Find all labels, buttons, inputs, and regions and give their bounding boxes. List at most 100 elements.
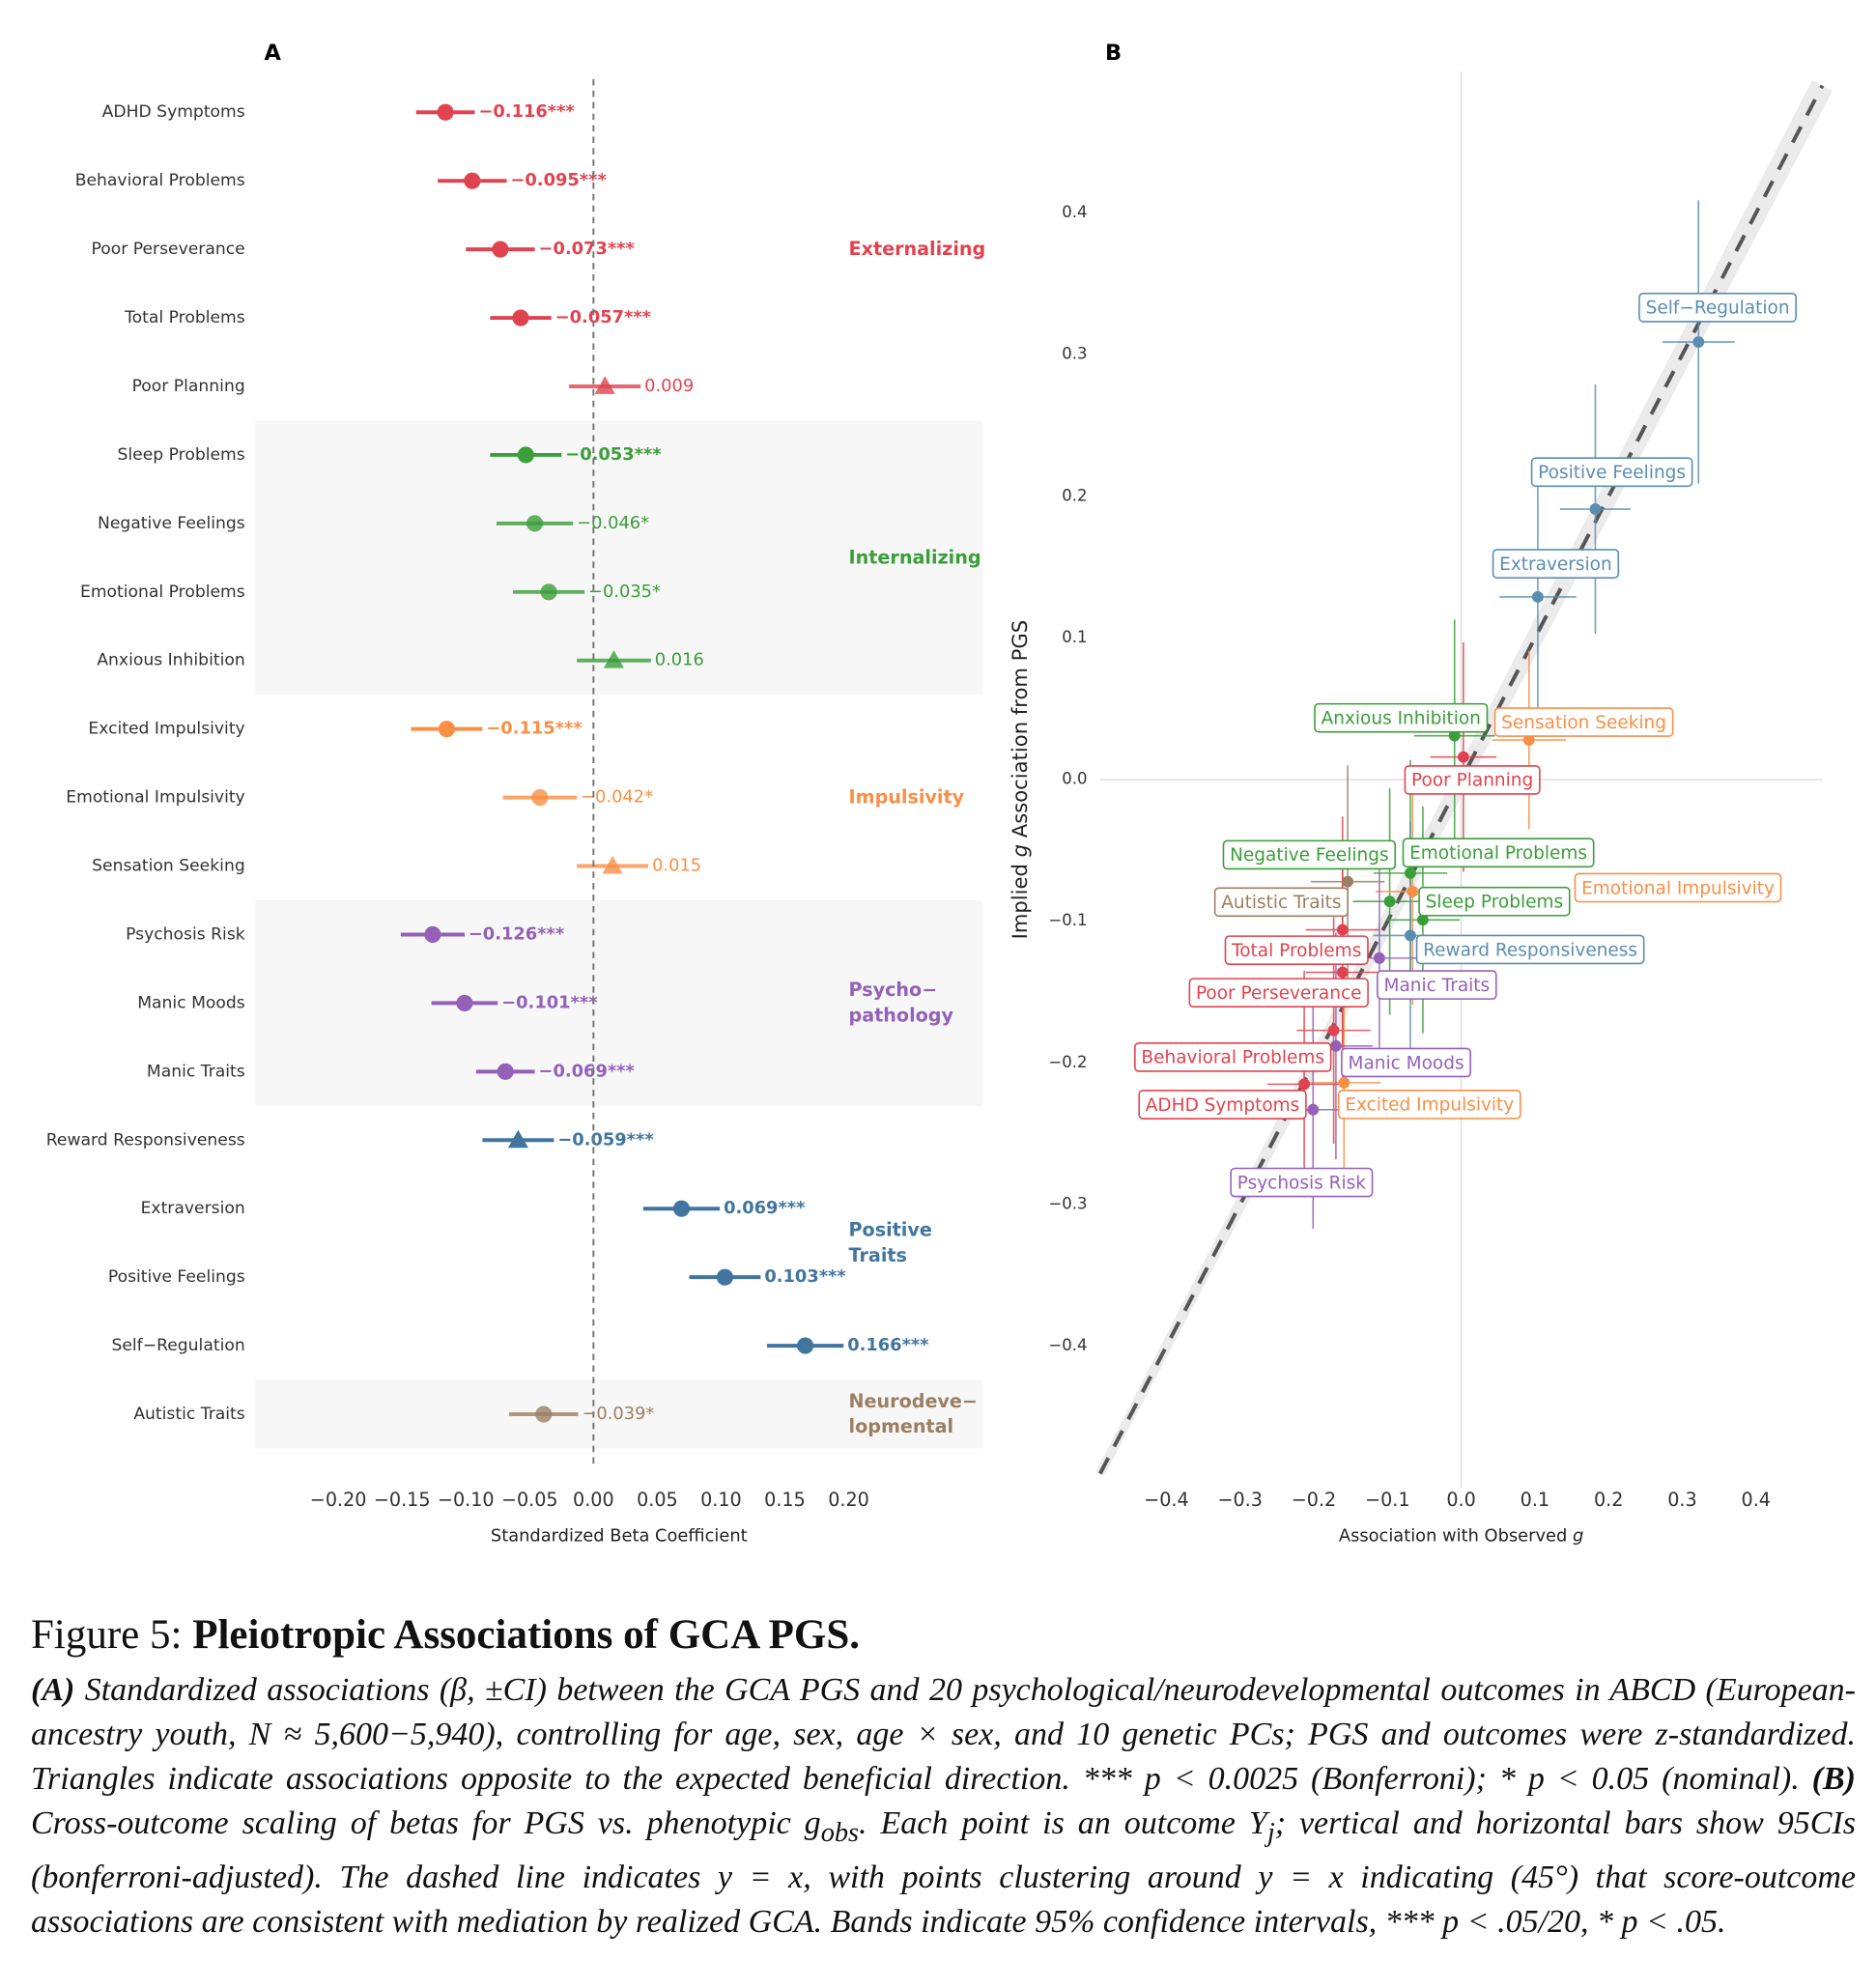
group-label-line: Internalizing bbox=[849, 546, 981, 568]
category-label: Behavioral Problems bbox=[75, 171, 245, 190]
group-label-line: Psycho− bbox=[849, 979, 938, 1001]
group-label-line: Positive bbox=[849, 1218, 932, 1240]
point bbox=[1338, 1076, 1350, 1089]
value-label: −0.046* bbox=[577, 513, 649, 533]
x-tick-label: 0.05 bbox=[637, 1489, 678, 1511]
x-tick-label: 0.10 bbox=[700, 1489, 742, 1511]
point bbox=[1342, 875, 1354, 888]
caption-part: ; vertical and horizontal bars show 95CI… bbox=[31, 1805, 1856, 1940]
label-box bbox=[1492, 549, 1620, 579]
y-tick-label: −0.4 bbox=[1048, 1336, 1087, 1354]
point bbox=[1457, 751, 1469, 763]
value-label: −0.057*** bbox=[555, 307, 651, 327]
label-box bbox=[1377, 970, 1497, 1000]
point bbox=[1336, 923, 1349, 936]
category-label: Anxious Inhibition bbox=[97, 651, 244, 670]
point bbox=[1692, 336, 1705, 348]
point-label: Behavioral Problems bbox=[1141, 1048, 1324, 1068]
group-label: Neurodeve− lopmental bbox=[849, 1389, 978, 1436]
x-tick-label: 0.2 bbox=[1594, 1489, 1623, 1511]
label-box bbox=[1188, 978, 1369, 1008]
label-box bbox=[1638, 293, 1797, 323]
point-label: Manic Traits bbox=[1384, 976, 1491, 996]
label-box bbox=[1138, 1090, 1307, 1120]
label-box bbox=[1337, 1090, 1521, 1120]
point-label: Negative Feelings bbox=[1230, 845, 1389, 866]
category-label: Negative Feelings bbox=[98, 514, 245, 533]
panel-label: B bbox=[1105, 41, 1122, 66]
group-label: Impulsivity bbox=[849, 785, 965, 808]
point bbox=[526, 515, 544, 532]
value-label: −0.073*** bbox=[539, 239, 635, 259]
value-label: −0.126*** bbox=[469, 923, 564, 944]
point-label: Emotional Impulsivity bbox=[1581, 878, 1775, 898]
point bbox=[437, 103, 454, 121]
y-tick-label: 0.3 bbox=[1062, 345, 1087, 363]
value-label: −0.115*** bbox=[486, 719, 582, 739]
group-label: Psycho− pathology bbox=[849, 979, 954, 1026]
label-box bbox=[1574, 872, 1782, 903]
point-label: Sleep Problems bbox=[1426, 893, 1563, 913]
point-label: Total Problems bbox=[1231, 941, 1361, 961]
point-label: ADHD Symptoms bbox=[1146, 1095, 1300, 1116]
value-label: −0.042* bbox=[581, 787, 653, 808]
caption-part: . Each point is an outcome Y bbox=[859, 1805, 1267, 1841]
point bbox=[492, 241, 509, 258]
x-tick-label: 0.3 bbox=[1667, 1489, 1696, 1511]
point-label: Poor Planning bbox=[1411, 771, 1533, 791]
value-label: 0.016 bbox=[655, 650, 704, 670]
value-label: −0.101*** bbox=[501, 992, 597, 1012]
point bbox=[464, 172, 481, 189]
category-label: Emotional Impulsivity bbox=[66, 788, 244, 808]
x-tick-label: 0.15 bbox=[764, 1489, 806, 1511]
point bbox=[1405, 866, 1416, 879]
point bbox=[438, 721, 456, 738]
group-label-line: lopmental bbox=[849, 1415, 954, 1437]
shading-layer bbox=[255, 420, 983, 1449]
x-tick-label: −0.4 bbox=[1144, 1489, 1188, 1511]
category-label: Sensation Seeking bbox=[92, 857, 245, 876]
x-tick-label: 0.20 bbox=[828, 1489, 869, 1511]
category-label: Poor Planning bbox=[132, 377, 245, 396]
axis-title-part: Association from PGS bbox=[1008, 620, 1032, 844]
point-triangle bbox=[603, 650, 625, 668]
label-box bbox=[1222, 839, 1397, 870]
y-axis-title: Implied g Association from PGS bbox=[1008, 620, 1032, 940]
x-tick-label: −0.20 bbox=[310, 1489, 367, 1511]
caption-part: Cross-outcome scaling of betas for PGS v… bbox=[31, 1805, 821, 1841]
caption-label: Figure 5: bbox=[31, 1612, 183, 1658]
value-label: 0.069*** bbox=[724, 1198, 805, 1218]
category-label: Psychosis Risk bbox=[126, 924, 245, 944]
group-label-line: pathology bbox=[849, 1004, 954, 1026]
label-box bbox=[1341, 1047, 1472, 1078]
caption-part: obs bbox=[820, 1817, 860, 1848]
x-tick-label: 0.0 bbox=[1446, 1489, 1475, 1511]
point bbox=[797, 1337, 814, 1354]
group-label-line: Neurodeve− bbox=[849, 1389, 978, 1411]
value-label: −0.116*** bbox=[478, 101, 574, 122]
group-label: Externalizing bbox=[849, 238, 986, 260]
point bbox=[540, 583, 557, 601]
group-label: Positive Traits bbox=[849, 1218, 932, 1265]
caption-part: j bbox=[1266, 1817, 1275, 1848]
point bbox=[672, 1200, 691, 1217]
point bbox=[1531, 591, 1544, 603]
point-label: Psychosis Risk bbox=[1237, 1173, 1366, 1193]
category-label: Positive Feelings bbox=[108, 1267, 245, 1287]
category-label: Manic Traits bbox=[147, 1062, 245, 1081]
point-label: Manic Moods bbox=[1348, 1053, 1464, 1073]
label-box bbox=[1230, 1167, 1374, 1198]
point-label: Self−Regulation bbox=[1646, 298, 1790, 319]
group-label-line: Traits bbox=[849, 1243, 907, 1265]
label-box bbox=[1213, 887, 1349, 918]
point bbox=[1589, 503, 1602, 515]
category-label: Excited Impulsivity bbox=[88, 720, 244, 739]
category-label: Autistic Traits bbox=[133, 1405, 244, 1424]
caption-body: (A) Standardized associations (β, ±CI) b… bbox=[31, 1668, 1856, 1945]
label-box bbox=[1530, 457, 1693, 488]
point-label: Poor Perseverance bbox=[1196, 983, 1362, 1004]
point bbox=[1373, 951, 1385, 964]
value-label: −0.059*** bbox=[557, 1129, 653, 1150]
caption-title: Figure 5: Pleiotropic Associations of GC… bbox=[31, 1611, 860, 1659]
